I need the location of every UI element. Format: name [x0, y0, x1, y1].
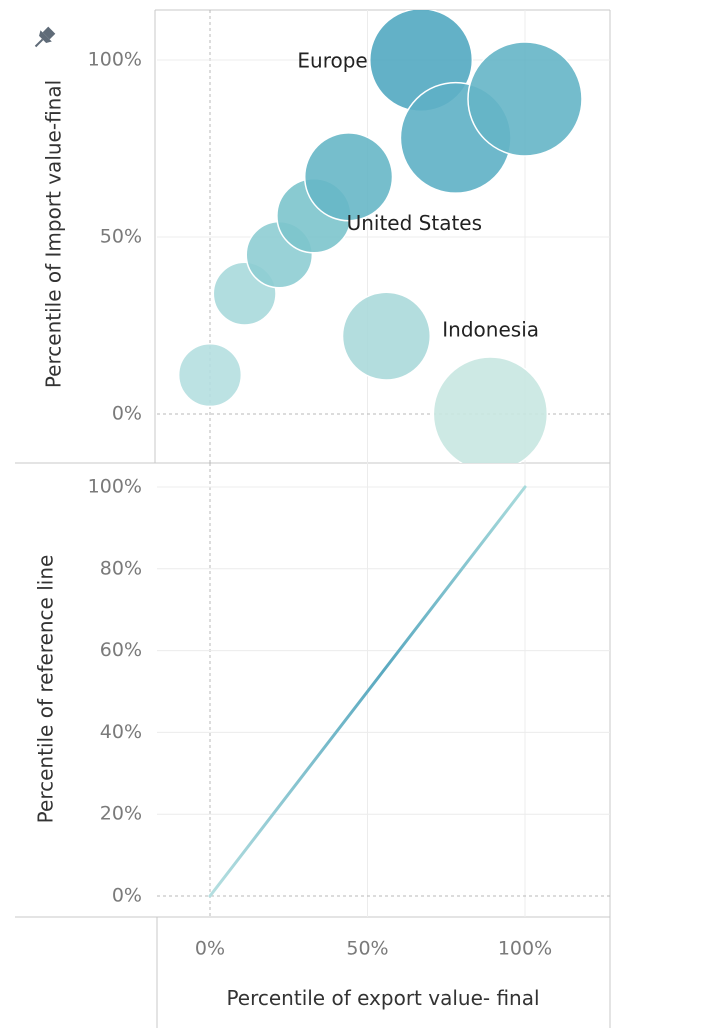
chart-frame: [15, 9, 611, 1028]
reference-line-panel: 0% 20% 40% 60% 80% 100%: [88, 463, 610, 917]
bubble-group: [177, 10, 583, 463]
bottom-y-axis-title: Percentile of reference line: [34, 555, 58, 824]
bottom-y-tick-label: 100%: [88, 476, 142, 498]
top-y-tick-label: 50%: [100, 226, 142, 248]
bubble-data-label: Indonesia: [442, 318, 539, 342]
bubble-point: [341, 291, 432, 381]
top-y-axis-title: Percentile of Import value-final: [42, 80, 66, 388]
bottom-y-tick-label: 0%: [112, 885, 142, 907]
x-tick-label: 50%: [346, 938, 388, 960]
pin-icon[interactable]: [30, 25, 58, 53]
bottom-y-tick-label: 20%: [100, 803, 142, 825]
bubble-point: [432, 356, 549, 463]
x-tick-label: 0%: [195, 938, 225, 960]
bubble-point: [467, 41, 583, 157]
bottom-y-tick-label: 60%: [100, 639, 142, 661]
x-tick-label: 100%: [498, 938, 552, 960]
top-y-tick-label: 100%: [88, 49, 142, 71]
bubble-data-label: United States: [347, 211, 482, 235]
import-vs-export-panel: 0% 50% 100% United States Indonesia Europe: [88, 10, 610, 463]
top-y-tick-label: 0%: [112, 403, 142, 425]
bubble-point: [177, 342, 243, 408]
reference-line-series: [208, 485, 527, 898]
bubble-point: [303, 132, 394, 222]
bottom-y-tick-label: 40%: [100, 721, 142, 743]
x-axis-title: Percentile of export value- final: [226, 986, 539, 1010]
bottom-y-tick-label: 80%: [100, 557, 142, 579]
bubble-data-label: Europe: [297, 49, 367, 73]
